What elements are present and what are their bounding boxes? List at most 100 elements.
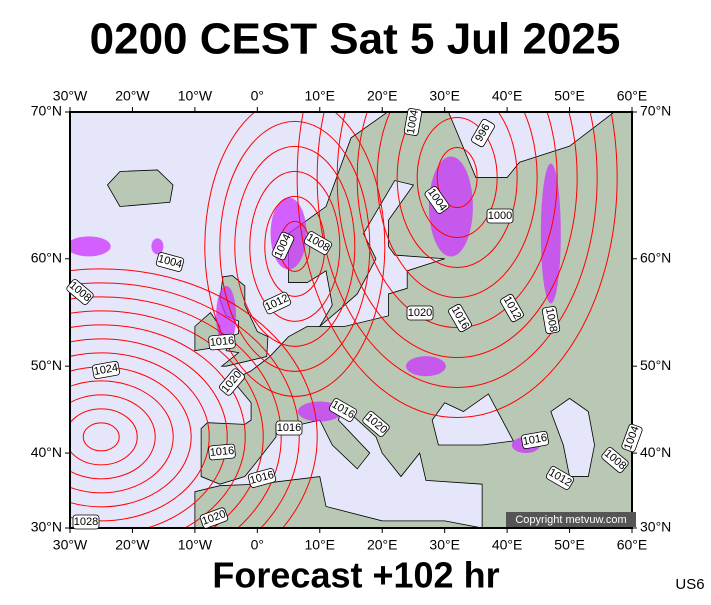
- isobar-label-group: 1000: [486, 208, 514, 224]
- isobar-label-box: [199, 507, 229, 529]
- lon-tick-label: 20°W: [115, 537, 150, 553]
- isobar-label-box: [424, 186, 450, 214]
- isobar-label-box: [303, 231, 333, 255]
- isobar-label-group: 1016: [247, 468, 277, 488]
- lat-tick-label: 60°N: [31, 249, 62, 265]
- isobar-label-box: [541, 306, 561, 334]
- isobar: [70, 296, 282, 528]
- lon-tick-label: 10°E: [305, 537, 336, 553]
- isobar-label-box: [72, 514, 100, 530]
- isobar: [436, 147, 478, 209]
- isobar-label-box: [545, 466, 575, 490]
- precipitation: [151, 238, 164, 255]
- precipitation: [405, 356, 446, 377]
- precipitation: [540, 163, 561, 304]
- isobar-label: 1016: [277, 422, 301, 434]
- isobar: [249, 170, 341, 322]
- lat-tick-label: 70°N: [31, 103, 62, 119]
- isobar: [70, 380, 174, 494]
- lon-tick-label: 20°E: [367, 537, 398, 553]
- labels: 30°W 30°W 20°W 20°W 10°W 10°W 0° 0° 10°E 10°E 20°E…: [31, 88, 672, 553]
- isobar-label-group: 1016: [275, 420, 303, 436]
- isobar: [70, 338, 228, 528]
- isobar: [416, 117, 498, 239]
- isobar-label: 1004: [405, 109, 421, 135]
- lon-tick-label: 50°E: [554, 88, 585, 104]
- isobar-label-group: 996: [471, 118, 495, 148]
- isobar-label-box: [275, 420, 303, 436]
- lon-tick-label: 50°E: [554, 537, 585, 553]
- lon-tick-label: 30°E: [429, 88, 460, 104]
- isobar-label-group: 1020: [406, 305, 434, 321]
- sea: [431, 393, 514, 446]
- lon-tick-label: 30°W: [53, 88, 88, 104]
- isobar-label-group: 1016: [208, 443, 236, 461]
- sea: [318, 180, 445, 327]
- isobar-label-box: [328, 398, 358, 422]
- lon-tick-label: 60°E: [617, 88, 648, 104]
- isobar: [70, 310, 264, 528]
- isobar: [376, 112, 538, 299]
- isobar-label-box: [262, 291, 292, 315]
- isobar-label-box: [403, 108, 423, 136]
- isobar: [219, 120, 371, 372]
- lat-tick-label: 40°N: [31, 444, 62, 460]
- isobar: [70, 394, 156, 480]
- title: 0200 CEST Sat 5 Jul 2025: [90, 15, 621, 64]
- isobar-label-box: [486, 208, 514, 224]
- isobar-label-box: [601, 447, 629, 473]
- lat-tick-label: 60°N: [640, 249, 671, 265]
- isobar-label: 1008: [543, 307, 559, 333]
- isobar-label-group: 1004: [155, 252, 185, 272]
- isobar-label-box: [362, 411, 390, 437]
- isobar-label-group: 1016: [521, 430, 549, 450]
- lon-tick-label: 0°: [251, 88, 264, 104]
- isobar: [204, 112, 386, 397]
- isobar-label-group: 1004: [621, 423, 643, 453]
- lon-tick-label: 20°W: [115, 88, 150, 104]
- isobar-label-box: [621, 423, 643, 453]
- lon-tick-label: 40°E: [492, 537, 523, 553]
- isobar-label-group: 1028: [72, 514, 100, 530]
- isobar-label-box: [271, 231, 295, 261]
- map-frame: [69, 111, 633, 529]
- land: [194, 476, 483, 528]
- isobar-label-group: 1004: [403, 108, 423, 136]
- model-code: US6: [675, 576, 704, 593]
- isobar-label-box: [208, 333, 236, 351]
- sea: [550, 397, 595, 477]
- lon-tick-label: 30°W: [53, 537, 88, 553]
- land: [106, 169, 174, 207]
- isobar: [70, 268, 318, 528]
- isobar-label-group: 1016: [208, 333, 236, 351]
- lon-tick-label: 10°W: [178, 88, 213, 104]
- isobar: [396, 112, 518, 269]
- isobar-label: 1024: [93, 362, 119, 378]
- lon-tick-label: 30°E: [429, 537, 460, 553]
- copyright: Copyright metvuw.com: [515, 514, 626, 526]
- precipitation: [216, 285, 237, 346]
- isobar-label-box: [247, 468, 277, 488]
- isobar-label-box: [208, 443, 236, 461]
- isobar: [70, 324, 246, 528]
- isobar-label-box: [521, 430, 549, 450]
- lat-tick-label: 50°N: [31, 357, 62, 373]
- lat-tick-label: 70°N: [640, 103, 671, 119]
- isobar-label: 1028: [74, 516, 98, 528]
- isobar: [70, 408, 138, 466]
- isobar-label: 1020: [408, 307, 432, 319]
- isobar: [82, 422, 120, 452]
- forecast-label: Forecast +102 hr: [212, 555, 499, 596]
- isobar-label: 1016: [209, 335, 234, 349]
- isobar-label-box: [66, 279, 94, 305]
- lat-tick-label: 40°N: [640, 444, 671, 460]
- lon-tick-label: 60°E: [617, 537, 648, 553]
- isobar-label-box: [500, 293, 524, 323]
- lon-tick-label: 0°: [251, 537, 264, 553]
- isobar: [296, 112, 618, 418]
- isobar: [336, 112, 578, 358]
- copyright-box: [506, 512, 636, 527]
- lat-tick-label: 30°N: [31, 519, 62, 535]
- lon-tick-label: 40°E: [492, 88, 523, 104]
